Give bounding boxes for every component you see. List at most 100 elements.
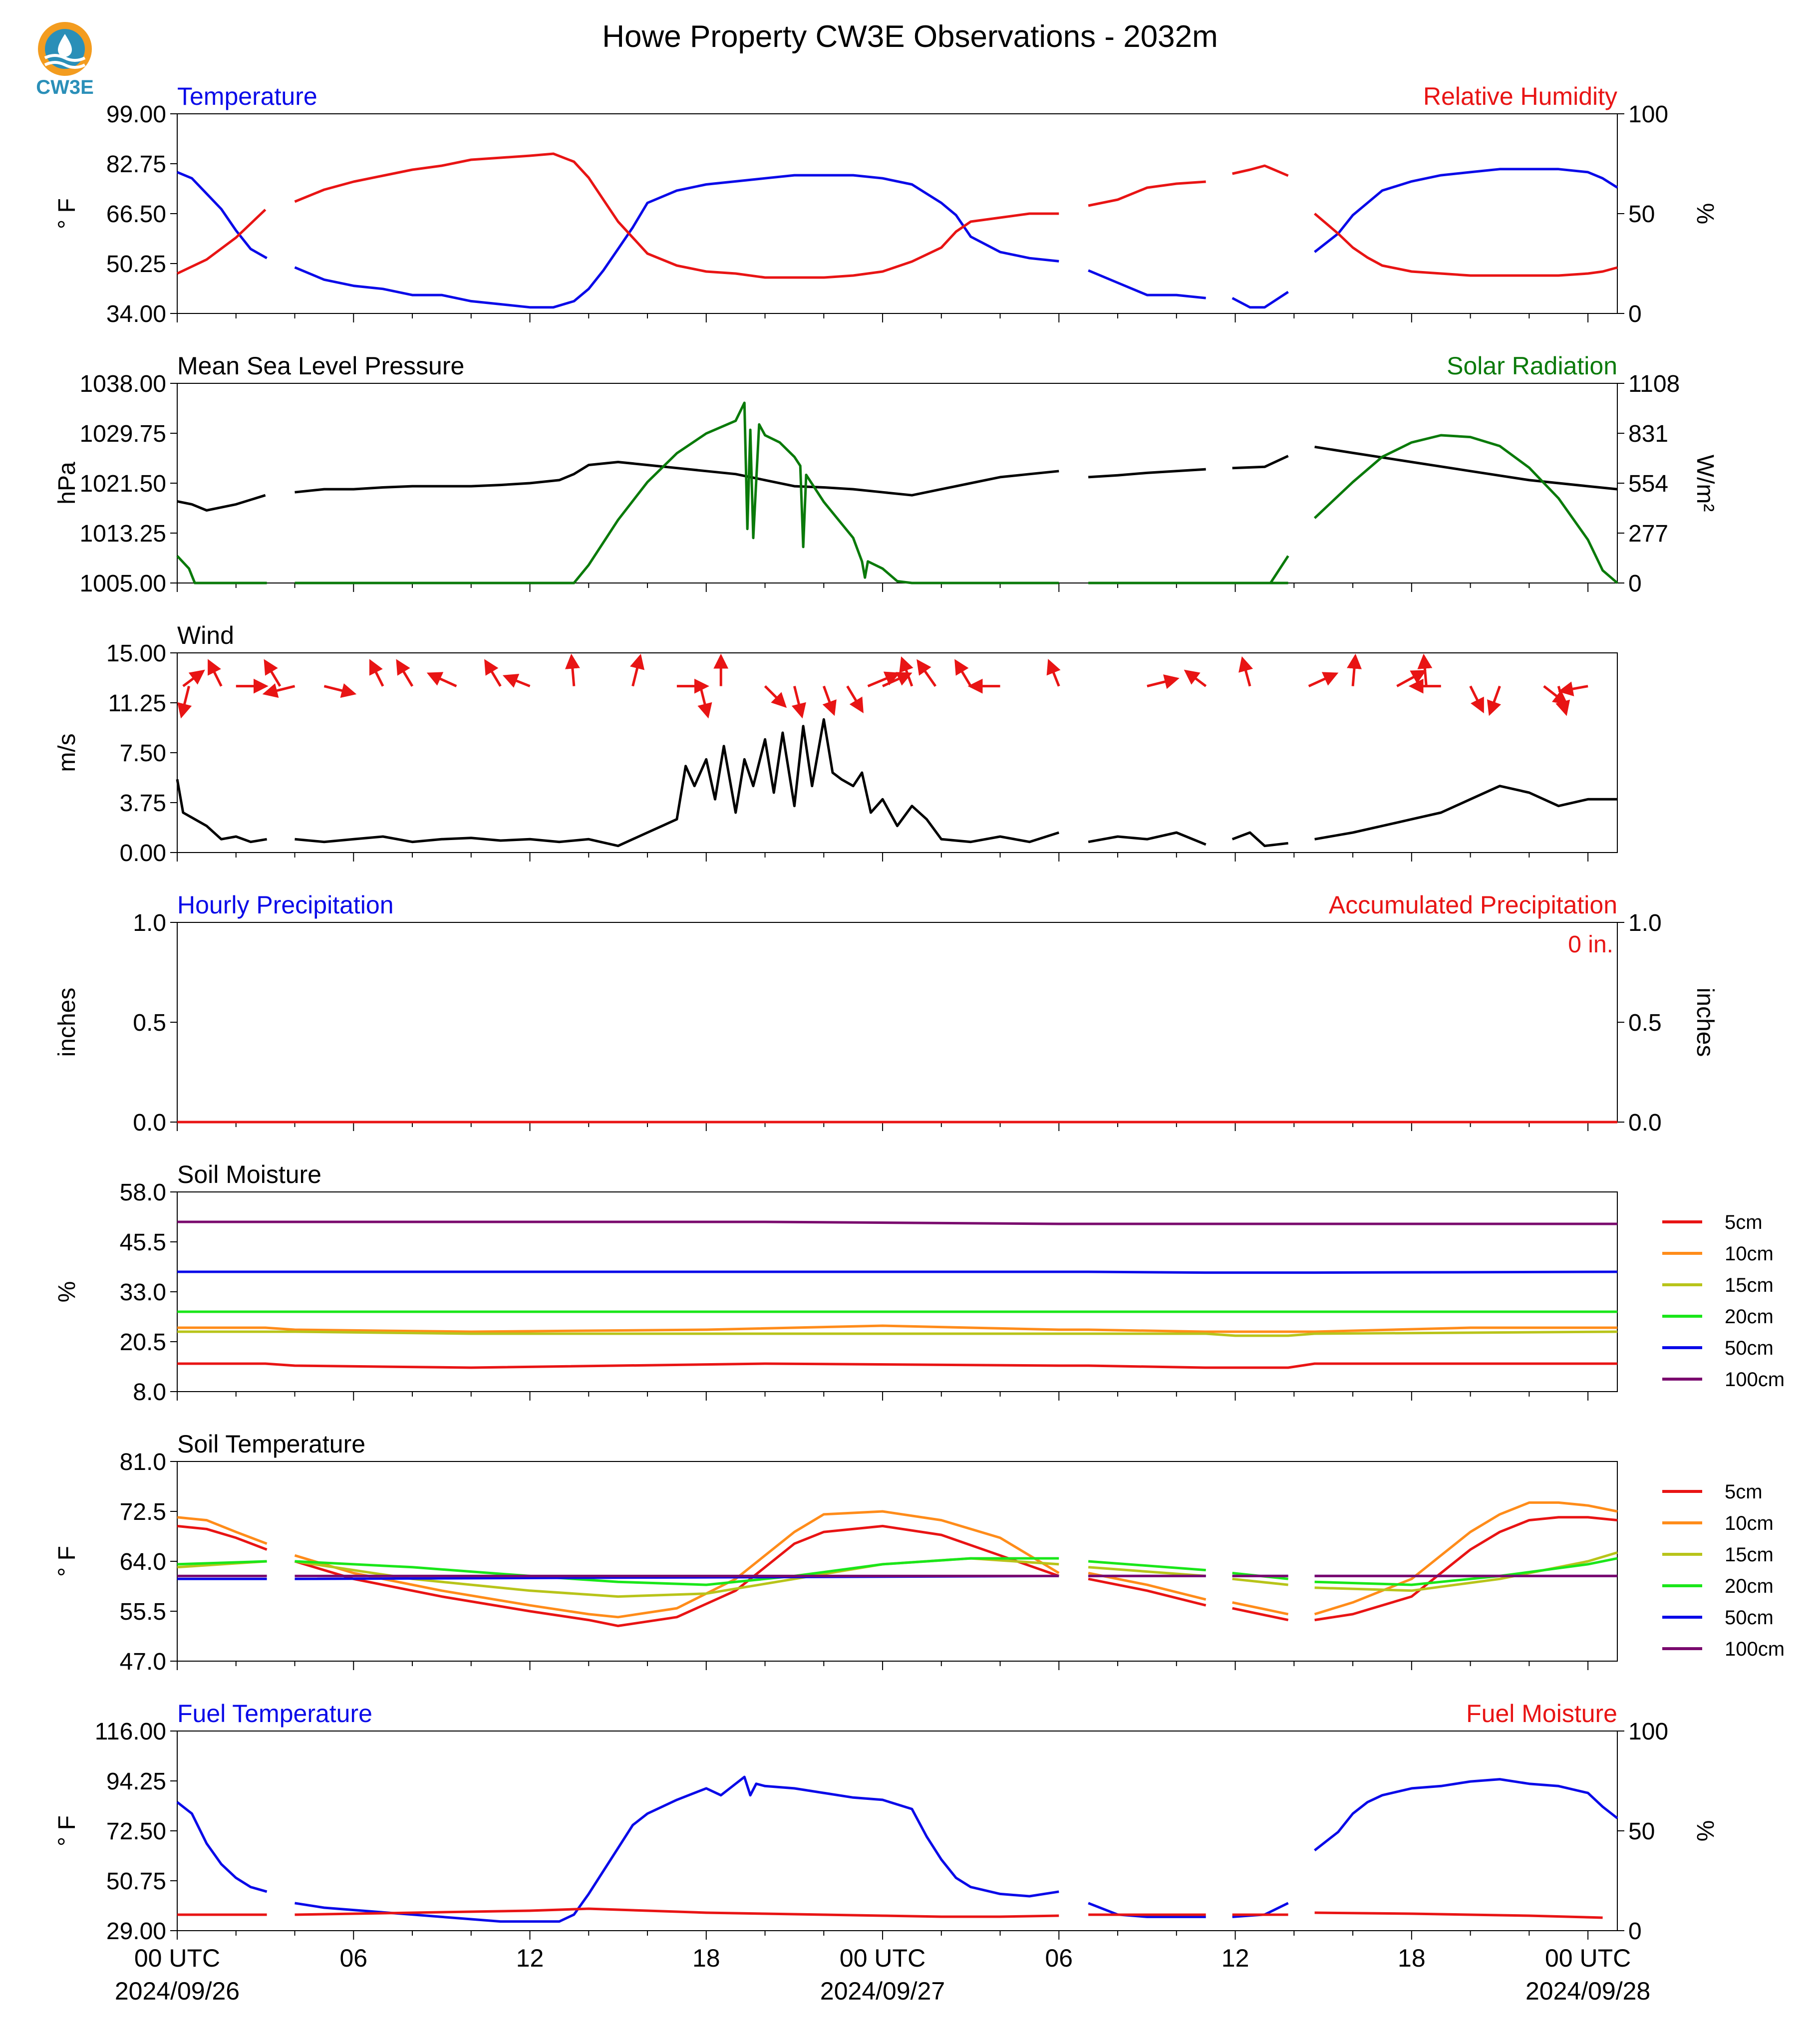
wind-arrow: [1147, 674, 1180, 689]
panel-fuel: Fuel Temperature Fuel Moisture 29.00 50.75 7…: [54, 1700, 1718, 1945]
cw3e-logo-icon: [38, 22, 92, 76]
panel-soil_temp: Soil Temperature 47.0 55.5 64.0 72.5 81.0 ° F 5…: [54, 1430, 1785, 1675]
plot-frame: [177, 1731, 1618, 1931]
panel-pressure_solar: Mean Sea Level Pressure Solar Radiation 10…: [54, 352, 1718, 597]
y-axis-label-left: inches: [54, 988, 80, 1057]
y-axis-label-left: ° F: [54, 1815, 80, 1846]
legend: 5cm 10cm 15cm 20cm 50cm 100cm: [1662, 1211, 1785, 1391]
plot-frame: [177, 1461, 1618, 1662]
panel-soil_moisture: Soil Moisture 8.0 20.5 33.0 45.5 58.0% 5cm 10cm…: [54, 1160, 1785, 1406]
y-axis-label-left: ° F: [54, 198, 80, 229]
y-tick-label: 58.0: [120, 1179, 166, 1206]
cw3e-logo: CW3E: [30, 19, 100, 104]
legend-label: 5cm: [1725, 1211, 1763, 1233]
legend-label: 50cm: [1725, 1607, 1774, 1629]
wind-arrow: [954, 659, 972, 687]
y-axis-label-right: W/m²: [1692, 455, 1718, 512]
logo-wordmark: CW3E: [36, 76, 94, 98]
wind-arrow: [822, 685, 837, 716]
y-tick-label-right: 1108: [1628, 371, 1680, 397]
series-line-5cm: [177, 1516, 1618, 1627]
wind-arrow: [323, 683, 357, 698]
panel-title-left: Hourly Precipitation: [177, 891, 394, 919]
y-tick-label: 7.50: [120, 740, 166, 767]
series-line-fuel-temperature: [176, 1775, 1618, 1923]
y-tick-label-right: 277: [1628, 521, 1668, 547]
panel-title-right: Solar Radiation: [1447, 352, 1617, 380]
wind-arrow: [916, 659, 937, 687]
legend-label: 5cm: [1725, 1481, 1763, 1503]
y-tick-label-right: 100: [1628, 101, 1668, 128]
wind-arrow: [426, 672, 457, 687]
y-axis-label-left: ° F: [54, 1546, 80, 1577]
wind-arrow: [262, 683, 296, 698]
y-tick-label: 0.0: [133, 1110, 166, 1136]
x-tick-label: 06: [339, 1944, 367, 1972]
x-tick-label: 12: [516, 1944, 544, 1972]
wind-arrow: [1308, 672, 1339, 687]
y-tick-label: 99.00: [106, 101, 166, 128]
y-tick-label: 1038.00: [79, 371, 166, 397]
y-tick-label-right: 0.5: [1628, 1010, 1662, 1036]
x-date-label: 2024/09/28: [1525, 1977, 1650, 2005]
legend-label: 100cm: [1725, 1369, 1785, 1391]
series-line-100cm: [177, 1220, 1617, 1225]
y-tick-label: 1005.00: [79, 571, 166, 597]
y-tick-label-right: 0: [1628, 571, 1642, 597]
wind-arrow: [484, 659, 502, 687]
y-tick-label: 82.75: [106, 151, 166, 178]
legend-label: 20cm: [1725, 1306, 1774, 1328]
series-line-relative-humidity: [176, 152, 1618, 279]
y-tick-label: 47.0: [120, 1649, 166, 1675]
y-tick-label-right: 100: [1628, 1719, 1668, 1745]
y-tick-label: 66.50: [106, 201, 166, 228]
x-date-label: 2024/09/27: [820, 1977, 945, 2005]
y-tick-label: 50.25: [106, 251, 166, 278]
y-tick-label-right: 0.0: [1628, 1110, 1662, 1136]
y-tick-label: 11.25: [108, 690, 166, 717]
y-tick-label: 45.5: [120, 1229, 166, 1256]
series-line-5cm: [177, 1362, 1617, 1369]
y-tick-label: 55.5: [120, 1599, 166, 1625]
panel-title-left: Fuel Temperature: [177, 1700, 372, 1728]
wind-arrow: [1184, 669, 1207, 687]
wind-arrow: [565, 653, 580, 686]
x-date-label: 2024/09/26: [115, 1977, 240, 2005]
y-tick-label: 116.00: [95, 1719, 166, 1745]
y-tick-label-right: 50: [1628, 201, 1655, 228]
series-line-mean-sea-level-pressure: [177, 445, 1618, 512]
y-tick-label: 0.5: [133, 1010, 166, 1036]
wind-arrow: [1487, 685, 1502, 716]
y-tick-label: 8.0: [133, 1379, 166, 1406]
legend-label: 100cm: [1725, 1638, 1785, 1660]
wind-arrow: [396, 659, 414, 687]
wind-arrow: [697, 686, 712, 719]
panel-precip: Hourly Precipitation Accumulated Precipit…: [54, 891, 1718, 1136]
series-line-10cm: [177, 1324, 1617, 1333]
panel-title-left: Mean Sea Level Pressure: [177, 352, 464, 380]
wind-arrow: [177, 686, 192, 719]
y-axis-label-right: %: [1692, 1820, 1718, 1842]
panel-title-left: Wind: [177, 621, 234, 649]
y-tick-label: 0.00: [120, 840, 166, 867]
wind-arrow: [369, 659, 384, 687]
wind-arrow: [1417, 653, 1433, 686]
panel-title-left: Soil Moisture: [177, 1160, 321, 1188]
y-tick-label: 33.0: [120, 1279, 166, 1306]
panel-title-right: Relative Humidity: [1423, 82, 1617, 110]
x-tick-label: 00 UTC: [840, 1944, 925, 1972]
wind-arrow: [502, 674, 531, 688]
series-line-10cm: [177, 1501, 1618, 1619]
y-tick-label: 72.50: [106, 1818, 166, 1845]
y-axis-label-right: %: [1692, 203, 1718, 225]
y-tick-label-right: 554: [1628, 471, 1668, 497]
wind-arrow: [867, 671, 901, 687]
y-tick-label: 1029.75: [79, 421, 166, 447]
y-tick-label: 50.75: [106, 1868, 166, 1895]
y-tick-label: 3.75: [120, 790, 166, 817]
wind-arrow: [1558, 681, 1588, 696]
wind-arrow: [264, 659, 282, 687]
y-tick-label-right: 831: [1628, 421, 1668, 447]
y-tick-label-right: 0: [1628, 301, 1642, 327]
